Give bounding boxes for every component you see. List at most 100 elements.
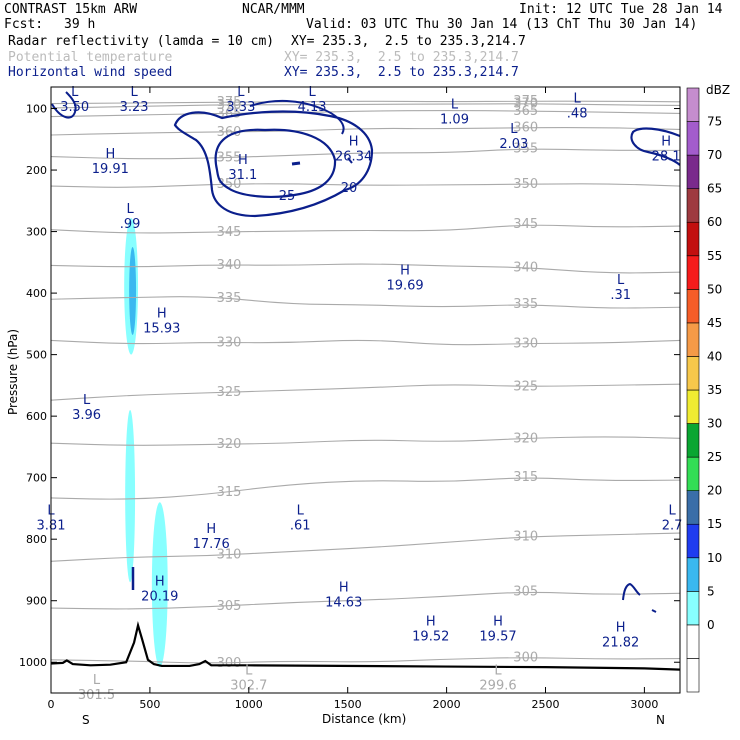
colorbar-swatch	[686, 490, 700, 525]
theta-contour-300	[51, 657, 680, 664]
theta-contour-350	[51, 183, 680, 188]
wind-contour-label-25: 25	[279, 189, 296, 204]
max-marker: H	[616, 620, 626, 635]
x-tick-label: 2500	[531, 698, 559, 711]
min-marker: L	[668, 504, 676, 519]
colorbar-tick-label: 35	[707, 383, 722, 397]
x-tick-label: 1000	[235, 698, 263, 711]
theta-contour-label: 365	[217, 106, 242, 121]
theta-contour-label: 370	[217, 98, 242, 113]
theta-contour-315	[51, 477, 680, 500]
y-tick-label: 600	[26, 410, 47, 423]
wind-contour-20-right	[630, 127, 680, 166]
x-tick-label: 1500	[334, 698, 362, 711]
max-marker: H	[661, 134, 671, 149]
theta-contour-355	[51, 148, 680, 160]
colorbar-swatch	[686, 389, 700, 424]
forecast-hours: 39 h	[64, 17, 96, 32]
x-axis-start-label: S	[82, 713, 90, 727]
theta-contour-label: 360	[513, 121, 538, 136]
colorbar-swatch	[686, 658, 700, 693]
min-marker: L	[237, 85, 245, 100]
extremum-value: 31.1	[228, 168, 257, 183]
theta-contour-label: 340	[217, 258, 242, 273]
theta-contour-label: 375	[217, 95, 242, 110]
x-tick-label: 3000	[630, 698, 658, 711]
x-tick-label: 0	[48, 698, 55, 711]
theta-contour-label: 345	[217, 225, 242, 240]
theta-contour-label: 370	[513, 97, 538, 112]
colorbar-swatch	[686, 356, 700, 391]
init-time: Init: 12 UTC Tue 28 Jan 14	[519, 2, 723, 17]
max-marker: H	[339, 580, 349, 595]
wind-contour-20	[173, 110, 374, 218]
colorbar-tick-label: 10	[707, 551, 722, 565]
min-marker: L	[617, 273, 625, 288]
theta-contour-label: 350	[513, 177, 538, 192]
theta-contour-label: 340	[513, 260, 538, 275]
colorbar-tick-label: 75	[707, 115, 722, 129]
wind-contour-label-20: 20	[341, 181, 358, 196]
theta-contour-label: 365	[513, 104, 538, 119]
terrain-layer	[51, 620, 680, 671]
field-theta-name: Potential temperature	[8, 50, 173, 65]
terrain-line	[51, 620, 680, 671]
theta-contour-325	[51, 383, 680, 401]
colorbar-swatch	[686, 557, 700, 592]
colorbar-swatch	[686, 523, 700, 559]
theta-contour-layer: 300 300 305 305 310 310 315 315 320 320 325 325 330 3…	[51, 94, 680, 671]
theta-contour-305	[51, 591, 680, 610]
wind-contour-20-strat-left	[51, 91, 77, 119]
colorbar-swatch	[686, 188, 700, 223]
y-tick-label: 100	[26, 103, 47, 116]
max-marker: H	[155, 574, 165, 589]
extremum-value: 3.81	[37, 519, 66, 534]
extremum-value: 14.63	[325, 595, 362, 610]
field-wind-name: Horizontal wind speed	[8, 65, 173, 80]
colorbar-swatch	[686, 423, 700, 458]
theta-contour-label: 315	[217, 485, 242, 500]
colorbar-tick-label: 40	[707, 349, 722, 363]
extremum-value: .31	[610, 288, 631, 303]
colorbar-swatch	[686, 154, 700, 189]
min-marker: L	[308, 85, 316, 100]
colorbar-swatch	[686, 289, 700, 324]
wind-contour-20-upper	[249, 99, 345, 135]
extremum-value: 19.91	[92, 162, 129, 177]
reflectivity-area-1	[129, 246, 137, 335]
axes-layer: 0 500 1000 1500 2000 2500 3000 100 200 300 400 500 6…	[19, 87, 680, 711]
min-marker: L	[574, 91, 582, 106]
theta-contour-label: 350	[217, 177, 242, 192]
extremum-value: 299.6	[479, 679, 516, 694]
colorbar-swatch	[686, 322, 700, 357]
min-marker: L	[126, 202, 134, 217]
theta-contour-label: 315	[513, 470, 538, 485]
colorbar-tick-label: 60	[707, 215, 722, 229]
theta-contour-310	[51, 532, 680, 562]
plot-frame	[50, 86, 681, 694]
extremum-value: 19.69	[386, 279, 423, 294]
colorbar-swatch	[686, 255, 700, 290]
min-marker: L	[71, 85, 79, 100]
extremum-value: 19.52	[412, 629, 449, 644]
extremum-value: 28.1	[652, 149, 681, 164]
extremum-value: 15.93	[143, 322, 180, 337]
min-marker: L	[93, 673, 101, 688]
wind-contour-small-4	[622, 582, 641, 601]
reflectivity-area-0	[124, 218, 139, 355]
field-theta-xy: XY= 235.3, 2.5 to 235.3,214.7	[284, 50, 519, 65]
theta-contour-360	[51, 127, 680, 136]
theta-contour-335	[51, 296, 680, 309]
colorbar-swatch	[686, 121, 700, 156]
org-label: NCAR/MMM	[242, 2, 305, 17]
reflectivity-layer	[124, 218, 168, 668]
min-marker: L	[245, 664, 253, 679]
max-marker: H	[238, 153, 248, 168]
colorbar-swatch	[686, 87, 700, 122]
colorbar-swatch	[686, 456, 700, 491]
y-tick-label: 900	[26, 595, 47, 608]
extremum-value: 21.82	[602, 635, 639, 650]
extremum-value: 301.5	[78, 688, 115, 703]
colorbar-tick-label: 45	[707, 316, 722, 330]
